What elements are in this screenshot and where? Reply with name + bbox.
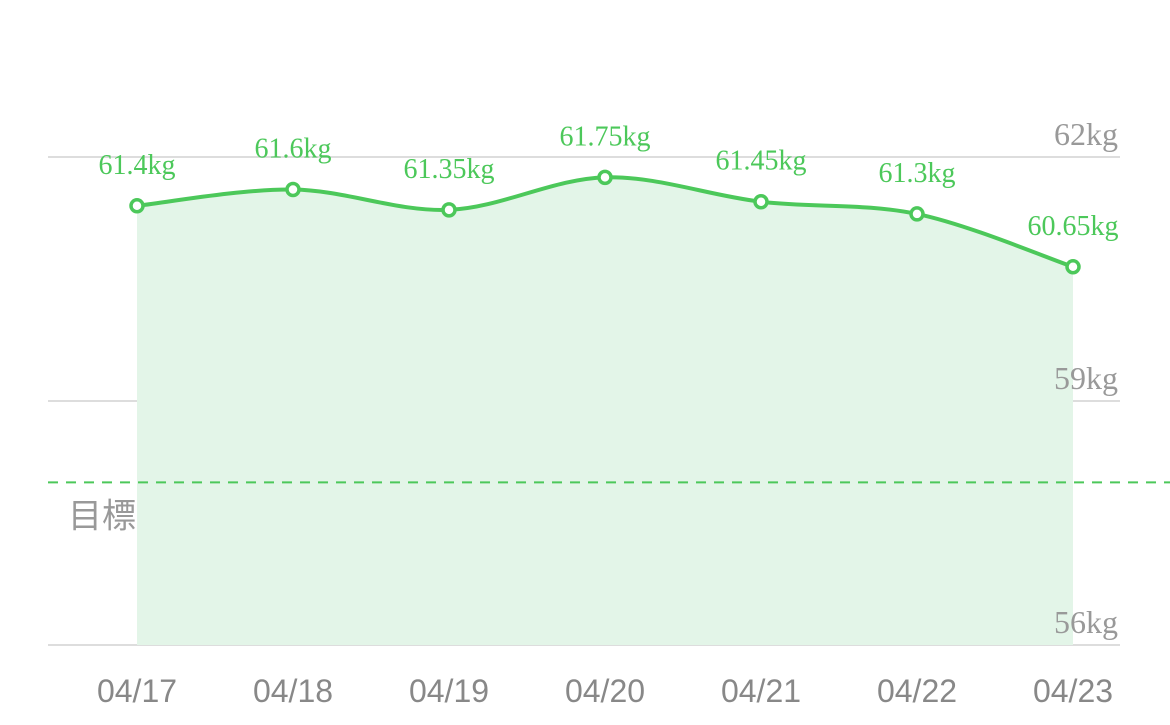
point <box>909 206 925 222</box>
value-label: 61.75kg <box>560 121 651 152</box>
value-label: 61.4kg <box>99 150 176 181</box>
x-tick-label: 04/20 <box>565 673 645 709</box>
x-tick-label: 04/19 <box>409 673 489 709</box>
plot-area: 61.4kg 61.6kg 61.35kg 61.75kg 61.45kg 61.3kg 6… <box>48 121 1120 646</box>
point <box>753 193 769 210</box>
y-tick-label: 56kg <box>1054 604 1118 640</box>
y-tick-label: 59kg <box>1054 360 1118 396</box>
area <box>137 177 1073 645</box>
value-label: 61.3kg <box>879 158 956 189</box>
value-label: 61.35kg <box>404 154 495 185</box>
value-label: 60.65kg <box>1028 211 1119 242</box>
point <box>597 169 613 186</box>
target-label: 目標 <box>68 496 136 536</box>
point <box>441 202 457 218</box>
point <box>285 181 301 198</box>
x-tick-label: 04/23 <box>1033 673 1113 709</box>
value-label: 61.6kg <box>255 134 332 165</box>
value-label: 61.45kg <box>716 146 807 177</box>
point <box>129 198 145 214</box>
y-tick-label: 62kg <box>1054 116 1118 152</box>
x-tick-label: 04/21 <box>721 673 801 709</box>
x-tick-label: 04/17 <box>97 673 177 709</box>
x-tick-label: 04/18 <box>253 673 333 709</box>
point <box>1065 259 1081 275</box>
x-tick-label: 04/22 <box>877 673 957 709</box>
